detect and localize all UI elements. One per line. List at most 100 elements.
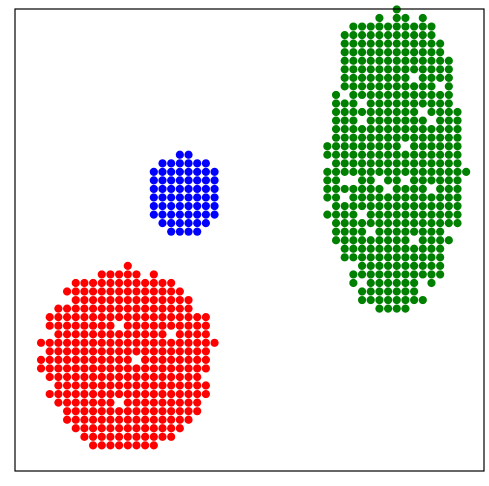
point-s2-c0-290 — [106, 330, 114, 338]
point-s2-c0-49 — [184, 373, 192, 381]
point-s1-c0-327 — [349, 91, 357, 99]
point-s1-c0-215 — [375, 245, 383, 253]
point-s2-c0-85 — [106, 305, 114, 313]
point-s2-c0-117 — [63, 373, 71, 381]
point-s1-c0-253 — [393, 31, 401, 39]
point-s1-c0-143 — [393, 151, 401, 159]
point-s1-c0-359 — [419, 82, 427, 90]
point-s1-c0-145 — [410, 262, 418, 270]
point-s2-c0-120 — [132, 441, 140, 449]
point-s2-c0-309 — [202, 347, 210, 355]
point-s2-c0-103 — [184, 347, 192, 355]
point-s1-c0-193 — [358, 125, 366, 133]
point-s2-c0-27 — [63, 364, 71, 372]
point-s0-c0-31 — [150, 176, 158, 184]
point-s1-c0-75 — [323, 151, 331, 159]
point-s1-c0-257 — [427, 236, 435, 244]
point-s2-c0-39 — [63, 313, 71, 321]
point-s2-c0-47 — [193, 313, 201, 321]
point-s1-c0-141 — [401, 134, 409, 142]
point-s1-c0-214 — [384, 151, 392, 159]
point-s2-c0-280 — [124, 433, 132, 441]
point-s1-c0-30 — [401, 228, 409, 236]
point-s1-c0-294 — [419, 270, 427, 278]
point-s1-c0-126 — [375, 134, 383, 142]
point-s1-c0-396 — [462, 168, 470, 176]
point-s1-c0-189 — [393, 193, 401, 201]
point-s2-c0-286 — [141, 407, 149, 415]
point-s2-c0-246 — [150, 305, 158, 313]
point-s0-c0-17 — [184, 202, 192, 210]
point-s2-c0-177 — [158, 399, 166, 407]
point-s1-c0-178 — [453, 142, 461, 150]
point-s2-c0-64 — [63, 390, 71, 398]
point-s2-c0-308 — [80, 416, 88, 424]
point-s1-c0-51 — [358, 134, 366, 142]
point-s1-c0-363 — [367, 82, 375, 90]
point-s1-c0-64 — [393, 40, 401, 48]
point-s1-c0-136 — [358, 228, 366, 236]
point-s2-c0-228 — [184, 305, 192, 313]
point-s1-c0-351 — [393, 125, 401, 133]
point-s1-c0-176 — [401, 193, 409, 201]
point-s2-c0-311 — [37, 339, 45, 347]
point-s1-c0-218 — [410, 159, 418, 167]
point-s1-c0-204 — [349, 151, 357, 159]
point-s1-c0-109 — [349, 279, 357, 287]
point-s2-c0-182 — [150, 330, 158, 338]
point-s1-c0-127 — [401, 22, 409, 30]
point-s1-c0-158 — [445, 210, 453, 218]
point-s2-c0-98 — [176, 390, 184, 398]
point-s2-c0-289 — [80, 356, 88, 364]
point-s2-c0-80 — [158, 287, 166, 295]
point-s2-c0-92 — [193, 390, 201, 398]
point-s2-c0-165 — [158, 339, 166, 347]
point-s0-c0-16 — [184, 219, 192, 227]
point-s2-c0-267 — [158, 424, 166, 432]
point-s1-c0-325 — [410, 48, 418, 56]
point-s1-c0-137 — [384, 31, 392, 39]
point-s1-c0-391 — [453, 176, 461, 184]
point-s1-c0-387 — [384, 296, 392, 304]
point-s2-c0-279 — [124, 381, 132, 389]
point-s2-c0-83 — [106, 339, 114, 347]
point-s2-c0-196 — [176, 364, 184, 372]
point-s1-c0-366 — [332, 134, 340, 142]
point-s1-c0-420 — [341, 65, 349, 73]
point-s1-c0-321 — [358, 74, 366, 82]
point-s2-c0-138 — [167, 279, 175, 287]
point-s1-c0-255 — [410, 99, 418, 107]
point-s1-c0-275 — [393, 65, 401, 73]
point-s2-c0-271 — [167, 424, 175, 432]
point-s2-c0-306 — [46, 313, 54, 321]
point-s0-c0-26 — [158, 168, 166, 176]
point-s2-c0-209 — [124, 330, 132, 338]
point-s0-c0-59 — [176, 151, 184, 159]
point-s1-c0-155 — [427, 193, 435, 201]
point-s2-c0-170 — [150, 399, 158, 407]
point-s2-c0-57 — [184, 399, 192, 407]
point-s1-c0-59 — [384, 159, 392, 167]
point-s2-c0-210 — [176, 416, 184, 424]
point-s2-c0-175 — [98, 373, 106, 381]
point-s2-c0-180 — [167, 305, 175, 313]
point-s1-c0-154 — [375, 228, 383, 236]
point-s1-c0-254 — [427, 245, 435, 253]
point-s1-c0-4 — [384, 82, 392, 90]
point-s2-c0-20 — [54, 313, 62, 321]
point-s1-c1-3 — [349, 31, 357, 39]
point-s2-c0-132 — [63, 399, 71, 407]
point-s2-c0-320 — [98, 399, 106, 407]
point-s1-c0-292 — [393, 116, 401, 124]
point-s1-c0-119 — [323, 185, 331, 193]
point-s1-c0-175 — [341, 48, 349, 56]
point-s1-c0-223 — [410, 142, 418, 150]
point-s1-c0-39 — [427, 74, 435, 82]
point-s1-c0-344 — [410, 116, 418, 124]
point-s2-c0-302 — [37, 356, 45, 364]
point-s1-c0-13 — [410, 40, 418, 48]
point-s2-c0-268 — [150, 373, 158, 381]
point-s1-c0-206 — [393, 262, 401, 270]
point-s1-c0-212 — [436, 74, 444, 82]
point-s2-c0-32 — [106, 313, 114, 321]
